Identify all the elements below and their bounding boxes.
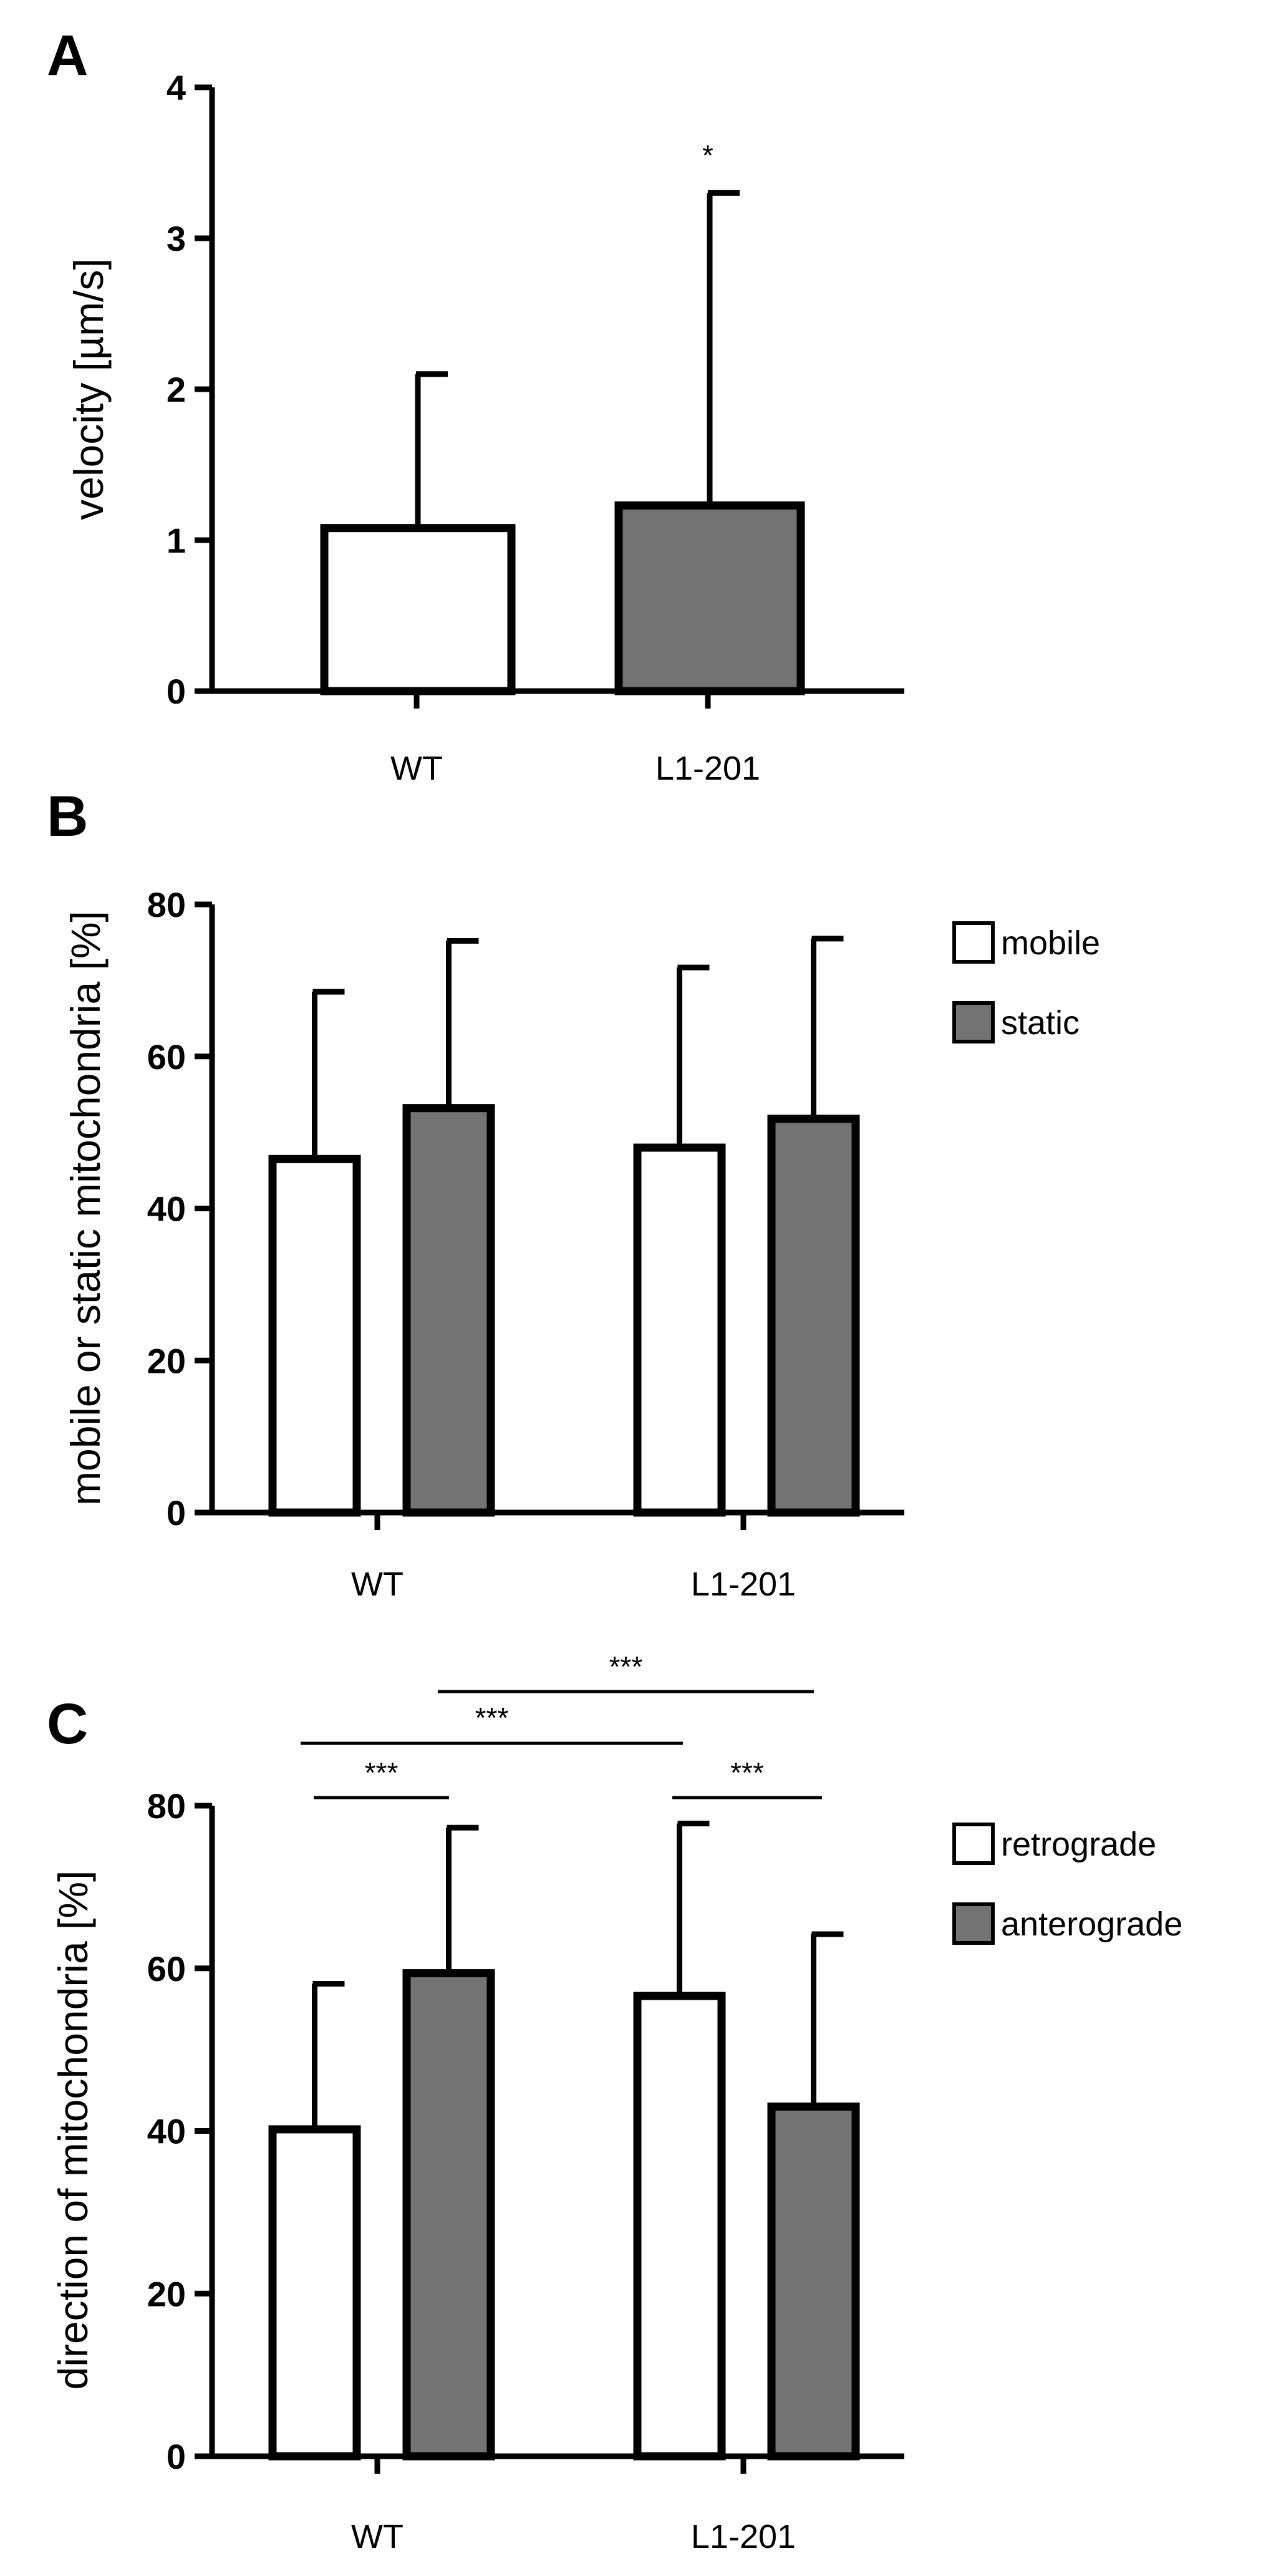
panel-b-legend-swatch-mobile	[952, 921, 995, 964]
panel-b-y-tick-label: 0	[167, 1493, 186, 1533]
panel-b-y-tick-label: 60	[147, 1037, 186, 1077]
panel-b-y-tick-label: 20	[147, 1341, 186, 1380]
panel-b-bar-wt-mobile	[268, 1155, 361, 1517]
panel-b-y-tick-label: 80	[147, 885, 186, 924]
panel-c-category-label-l1-201: L1-201	[691, 2518, 796, 2555]
panel-c-bar-l1-201-retrograde	[633, 1992, 726, 2461]
panel-c-y-tick-label: 40	[147, 2112, 186, 2151]
panel-c-bar-wt-retrograde	[268, 2125, 361, 2461]
panel-a-y-tick-label: 4	[167, 68, 186, 107]
panel-b-bar-l1-201-mobile	[633, 1143, 726, 1517]
panel-c-legend-label-retrograde: retrograde	[1001, 1826, 1156, 1863]
panel-b-legend-label-mobile: mobile	[1001, 924, 1100, 962]
panel-b-y-axis-title: mobile or static mitochondria [%]	[62, 911, 109, 1506]
panel-c-legend-label-anterograde: anterograde	[1001, 1905, 1182, 1943]
panel-b-y-tick-label: 40	[147, 1189, 186, 1229]
panel-c-category-label-wt: WT	[351, 2518, 404, 2555]
panel-b-legend-swatch-static	[952, 1001, 995, 1043]
panel-b-letter: B	[47, 785, 88, 848]
panel-c-y-axis-title: direction of mitochondria [%]	[50, 1871, 96, 2390]
panel-c-bar-wt-anterograde	[402, 1969, 495, 2461]
panel-a-y-tick-label: 0	[167, 672, 186, 711]
panel-b-category-label-wt: WT	[351, 1566, 404, 1603]
panel-a-letter: A	[47, 24, 88, 87]
panel-a-category-label-wt: WT	[390, 750, 443, 787]
panel-c-letter: C	[47, 1692, 88, 1756]
panel-c-significance-marker: ***	[475, 1702, 509, 1734]
panel-c-y-tick-label: 60	[147, 1949, 186, 1988]
panel-c-legend-swatch-retrograde	[952, 1823, 995, 1865]
panel-c-y-tick-label: 20	[147, 2274, 186, 2313]
panel-b-bar-wt-static	[402, 1104, 495, 1517]
panel-c-bar-l1-201-anterograde	[767, 2102, 860, 2461]
panel-b-category-label-l1-201: L1-201	[691, 1566, 796, 1603]
panel-a-bar-l1-201	[614, 501, 805, 695]
panel-c-legend-swatch-anterograde	[952, 1902, 995, 1945]
panel-a-y-tick-label: 2	[167, 370, 186, 409]
panel-a-significance-marker: *	[702, 139, 713, 172]
panel-c-y-tick-label: 80	[147, 1786, 186, 1826]
panel-b-legend-label-static: static	[1001, 1004, 1080, 1042]
panel-b-bar-l1-201-static	[767, 1115, 860, 1517]
panel-c-significance-marker: ***	[609, 1650, 643, 1683]
panel-c-significance-marker: ***	[365, 1756, 399, 1789]
panel-a-category-label-l1-201: L1-201	[655, 750, 760, 787]
panel-c-y-tick-label: 0	[167, 2437, 186, 2476]
panel-a-y-tick-label: 3	[167, 219, 186, 258]
panel-a-y-axis-title: velocity [µm/s]	[65, 258, 112, 520]
panel-a-bar-wt	[320, 524, 516, 695]
panel-a-y-tick-label: 1	[167, 521, 186, 560]
panel-c-significance-marker: ***	[730, 1756, 764, 1789]
